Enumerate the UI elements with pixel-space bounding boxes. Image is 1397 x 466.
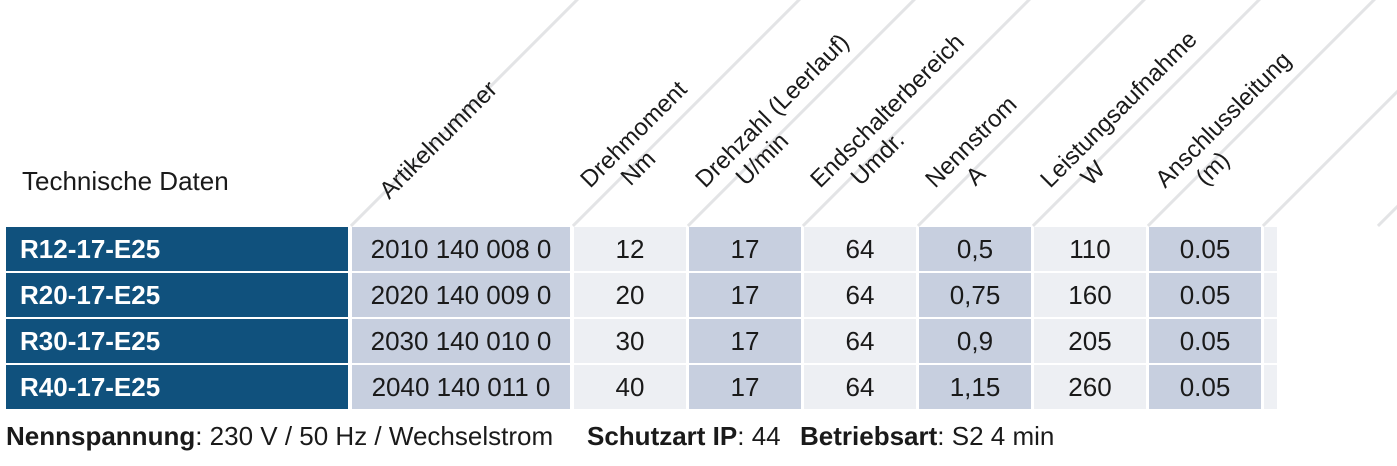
cell-leistungsaufnahme: 205 <box>1034 319 1146 363</box>
truncated-cell <box>1264 319 1277 363</box>
cell-artikelnummer: 2030 140 010 0 <box>352 319 570 363</box>
cell-anschlussleitung: 0.05 <box>1149 365 1261 409</box>
truncated-cell <box>1264 365 1277 409</box>
footer-nennspannung: Nennspannung: 230 V / 50 Hz / Wechselstr… <box>6 421 553 452</box>
cell-drehzahl: 17 <box>689 365 801 409</box>
header-divider-line <box>1376 0 1397 227</box>
truncated-cell <box>1264 227 1277 271</box>
footer-label: Betriebsart <box>800 421 938 451</box>
footer-schutzart: Schutzart IP: 44 <box>587 421 781 452</box>
table-row: R40-17-E25 2040 140 011 0 40 17 64 1,15 … <box>0 365 1397 409</box>
table-row: R12-17-E25 2010 140 008 0 12 17 64 0,5 1… <box>0 227 1397 271</box>
cell-drehmoment: 12 <box>574 227 686 271</box>
truncated-cell <box>1264 273 1277 317</box>
footer-value: : 44 <box>737 421 781 451</box>
cell-anschlussleitung: 0.05 <box>1149 319 1261 363</box>
cell-nennstrom: 1,15 <box>919 365 1031 409</box>
footer-label: Nennspannung <box>6 421 196 451</box>
cell-drehmoment: 40 <box>574 365 686 409</box>
cell-nennstrom: 0,5 <box>919 227 1031 271</box>
footer-value: : 230 V / 50 Hz / Wechselstrom <box>195 421 554 451</box>
cell-leistungsaufnahme: 160 <box>1034 273 1146 317</box>
table-row: R20-17-E25 2020 140 009 0 20 17 64 0,75 … <box>0 273 1397 317</box>
footer-value: : S2 4 min <box>937 421 1055 451</box>
row-label: R20-17-E25 <box>6 273 348 317</box>
cell-endschalterbereich: 64 <box>804 273 916 317</box>
cell-artikelnummer: 2010 140 008 0 <box>352 227 570 271</box>
row-label: R12-17-E25 <box>6 227 348 271</box>
cell-anschlussleitung: 0.05 <box>1149 273 1261 317</box>
cell-drehmoment: 30 <box>574 319 686 363</box>
column-header-artikelnummer: Artikelnummer <box>374 75 503 205</box>
cell-drehzahl: 17 <box>689 273 801 317</box>
cell-artikelnummer: 2020 140 009 0 <box>352 273 570 317</box>
footer-label: Schutzart IP <box>587 421 738 451</box>
cell-nennstrom: 0,9 <box>919 319 1031 363</box>
cell-endschalterbereich: 64 <box>804 365 916 409</box>
column-header-drehmoment: Drehmoment Nm <box>575 76 693 194</box>
row-label: R40-17-E25 <box>6 365 348 409</box>
cell-nennstrom: 0,75 <box>919 273 1031 317</box>
cell-anschlussleitung: 0.05 <box>1149 227 1261 271</box>
table-row: R30-17-E25 2030 140 010 0 30 17 64 0,9 2… <box>0 319 1397 363</box>
cell-drehzahl: 17 <box>689 319 801 363</box>
page-title: Technische Daten <box>22 166 229 196</box>
cell-endschalterbereich: 64 <box>804 227 916 271</box>
row-label: R30-17-E25 <box>6 319 348 363</box>
cell-leistungsaufnahme: 110 <box>1034 227 1146 271</box>
cell-leistungsaufnahme: 260 <box>1034 365 1146 409</box>
footer-betriebsart: Betriebsart: S2 4 min <box>800 421 1054 452</box>
cell-drehmoment: 20 <box>574 273 686 317</box>
cell-endschalterbereich: 64 <box>804 319 916 363</box>
cell-drehzahl: 17 <box>689 227 801 271</box>
cell-artikelnummer: 2040 140 011 0 <box>352 365 570 409</box>
